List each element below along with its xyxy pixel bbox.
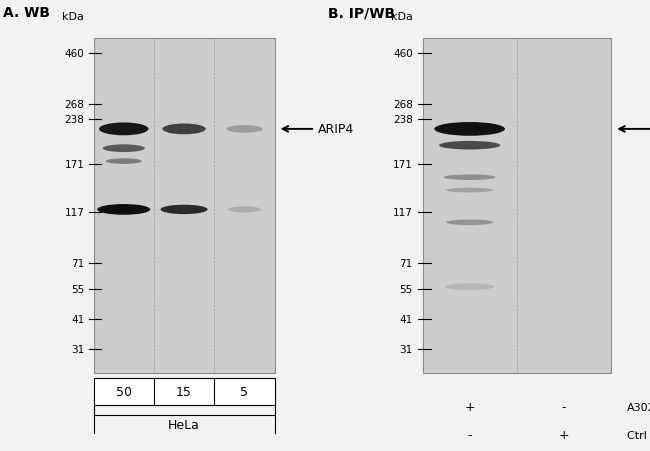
Ellipse shape <box>445 284 494 290</box>
Text: 117: 117 <box>393 207 413 217</box>
Text: 50: 50 <box>116 385 132 398</box>
Text: 268: 268 <box>64 100 84 110</box>
Text: 268: 268 <box>393 100 413 110</box>
Text: 5: 5 <box>240 385 248 398</box>
Text: B. IP/WB: B. IP/WB <box>328 6 395 20</box>
Text: 171: 171 <box>64 160 84 170</box>
Text: -: - <box>562 400 566 414</box>
Ellipse shape <box>98 205 150 215</box>
Ellipse shape <box>226 126 263 133</box>
Ellipse shape <box>444 175 495 180</box>
Text: 238: 238 <box>64 115 84 125</box>
Ellipse shape <box>106 159 142 165</box>
Text: 55: 55 <box>71 284 84 294</box>
Text: 31: 31 <box>400 344 413 354</box>
Ellipse shape <box>227 207 261 213</box>
Text: 117: 117 <box>64 207 84 217</box>
Bar <box>422 39 611 373</box>
Text: A. WB: A. WB <box>3 6 50 20</box>
Text: HeLa: HeLa <box>168 419 200 432</box>
Ellipse shape <box>161 205 207 215</box>
Text: A302-066A: A302-066A <box>627 402 650 412</box>
Text: 460: 460 <box>393 49 413 59</box>
Text: -: - <box>467 428 472 442</box>
Text: 71: 71 <box>400 258 413 268</box>
Text: 41: 41 <box>71 314 84 324</box>
Text: 171: 171 <box>393 160 413 170</box>
Text: 460: 460 <box>64 49 84 59</box>
Text: Ctrl IgG: Ctrl IgG <box>627 430 650 440</box>
Bar <box>94 39 274 373</box>
Text: 41: 41 <box>400 314 413 324</box>
Ellipse shape <box>446 220 493 226</box>
Ellipse shape <box>439 142 501 150</box>
Ellipse shape <box>434 123 505 137</box>
Text: kDa: kDa <box>62 12 84 22</box>
Text: 55: 55 <box>400 284 413 294</box>
Text: 238: 238 <box>393 115 413 125</box>
Ellipse shape <box>446 189 493 193</box>
Ellipse shape <box>103 145 145 153</box>
Ellipse shape <box>162 124 206 135</box>
Ellipse shape <box>99 123 148 136</box>
Bar <box>94 378 274 405</box>
Text: 15: 15 <box>176 385 192 398</box>
Text: +: + <box>558 428 569 442</box>
Text: 31: 31 <box>71 344 84 354</box>
Text: ARIP4: ARIP4 <box>318 123 354 136</box>
Text: kDa: kDa <box>391 12 413 22</box>
Text: +: + <box>464 400 475 414</box>
Text: 71: 71 <box>71 258 84 268</box>
